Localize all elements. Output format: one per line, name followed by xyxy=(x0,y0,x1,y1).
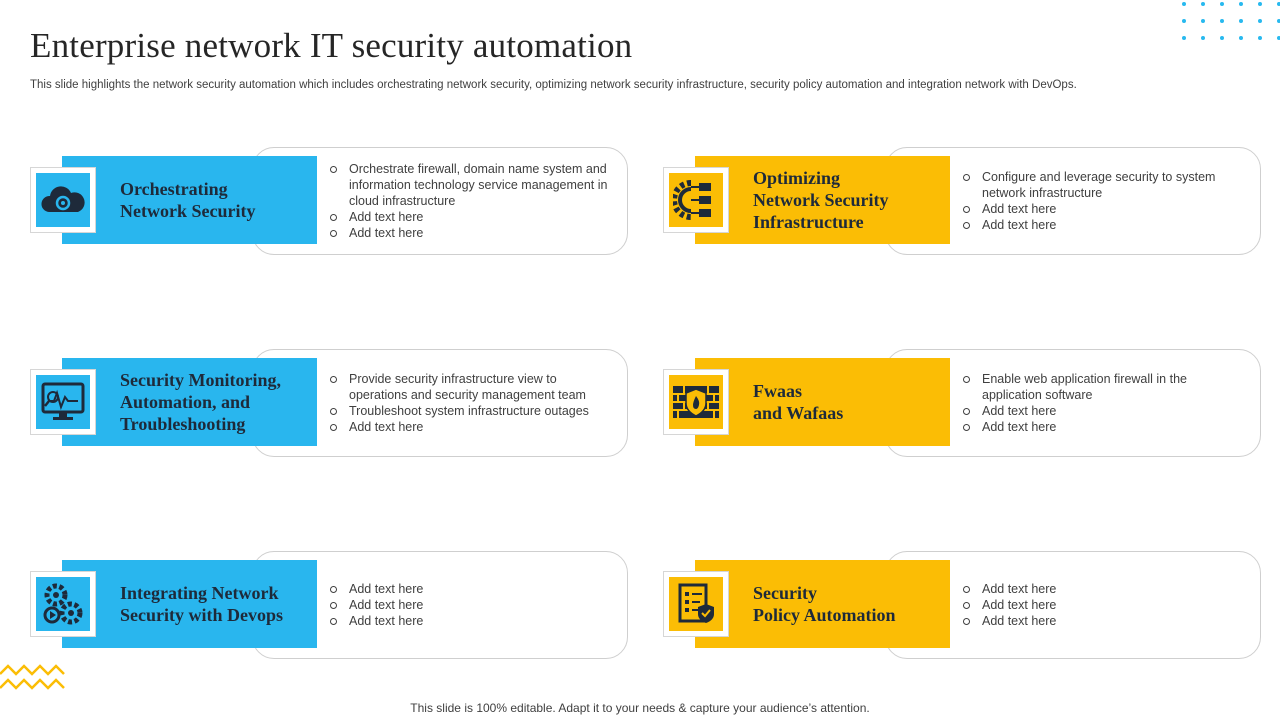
card-heading: Integrating Network Security with Devops xyxy=(120,583,283,625)
slide-subtitle: This slide highlights the network securi… xyxy=(30,79,1077,91)
bullet-item: Provide security infrastructure view to … xyxy=(330,371,610,403)
card-band xyxy=(62,156,317,244)
card-bullets: Add text here Add text here Add text her… xyxy=(963,563,1243,647)
decorative-dot xyxy=(1239,2,1243,6)
decorative-dot xyxy=(1182,36,1186,40)
decorative-dot xyxy=(1201,2,1205,6)
icon-frame xyxy=(663,571,729,637)
bullet-item: Add text here xyxy=(330,597,610,613)
card-heading: Optimizing Network Security Infrastructu… xyxy=(753,168,889,232)
card-heading: Fwaas and Wafaas xyxy=(753,381,844,423)
card-orchestrating: Orchestrating Network Security Orchestra… xyxy=(30,147,630,255)
bullet-item: Add text here xyxy=(330,225,610,241)
card-security-monitoring: Security Monitoring, Automation, and Tro… xyxy=(30,349,630,457)
bullet-item: Add text here xyxy=(963,581,1243,597)
decorative-dot xyxy=(1201,19,1205,23)
bullet-item: Add text here xyxy=(963,597,1243,613)
checklist-shield-icon xyxy=(678,583,714,623)
monitor-search-icon xyxy=(41,382,85,420)
card-fwaas: Fwaas and Wafaas xyxy=(663,349,1263,457)
bullet-item: Enable web application firewall in the a… xyxy=(963,371,1243,403)
card-band xyxy=(695,560,950,648)
decorative-dot xyxy=(1182,2,1186,6)
decorative-dot xyxy=(1220,19,1224,23)
decorative-dot xyxy=(1258,36,1262,40)
card-heading: Security Policy Automation xyxy=(753,583,896,625)
card-integrating-devops: Integrating Network Security with Devops… xyxy=(30,551,630,659)
decorative-dot xyxy=(1239,36,1243,40)
card-security-policy: Security Policy Automation Add text here… xyxy=(663,551,1263,659)
bullet-item: Add text here xyxy=(963,419,1243,435)
card-bullets: Configure and leverage security to syste… xyxy=(963,159,1243,243)
card-bullets: Provide security infrastructure view to … xyxy=(330,361,610,445)
bullet-item: Orchestrate firewall, domain name system… xyxy=(330,161,610,209)
decorative-dot xyxy=(1277,19,1280,23)
card-bullets: Add text here Add text here Add text her… xyxy=(330,563,610,647)
bullet-item: Add text here xyxy=(330,209,610,225)
firewall-shield-icon xyxy=(673,386,719,418)
icon-frame xyxy=(30,369,96,435)
gears-play-icon xyxy=(43,583,83,625)
icon-frame xyxy=(663,369,729,435)
decorative-dot xyxy=(1239,19,1243,23)
cloud-gear-icon xyxy=(41,186,85,212)
bullet-item: Add text here xyxy=(330,419,610,435)
icon-frame xyxy=(30,571,96,637)
decorative-dot xyxy=(1182,19,1186,23)
bullet-item: Add text here xyxy=(963,201,1243,217)
bullet-item: Add text here xyxy=(330,613,610,629)
card-optimizing: Optimizing Network Security Infrastructu… xyxy=(663,147,1263,255)
decorative-dot xyxy=(1277,36,1280,40)
bullet-item: Add text here xyxy=(963,613,1243,629)
slide-footer: This slide is 100% editable. Adapt it to… xyxy=(410,701,870,715)
card-heading: Security Monitoring, Automation, and Tro… xyxy=(120,370,281,434)
icon-frame xyxy=(30,167,96,233)
card-bullets: Orchestrate firewall, domain name system… xyxy=(330,159,610,243)
bullet-item: Configure and leverage security to syste… xyxy=(963,169,1243,201)
decorative-dot xyxy=(1258,19,1262,23)
card-band xyxy=(695,358,950,446)
decorative-zigzag xyxy=(0,664,65,690)
decorative-dot xyxy=(1220,2,1224,6)
card-bullets: Enable web application firewall in the a… xyxy=(963,361,1243,445)
card-heading: Orchestrating Network Security xyxy=(120,179,256,221)
card-band xyxy=(695,156,950,244)
gear-server-icon xyxy=(673,180,711,220)
decorative-dot xyxy=(1220,36,1224,40)
bullet-item: Add text here xyxy=(963,217,1243,233)
bullet-item: Add text here xyxy=(963,403,1243,419)
decorative-dot xyxy=(1277,2,1280,6)
decorative-dot xyxy=(1258,2,1262,6)
bullet-item: Troubleshoot system infrastructure outag… xyxy=(330,403,610,419)
card-band xyxy=(62,560,317,648)
bullet-item: Add text here xyxy=(330,581,610,597)
decorative-dot xyxy=(1201,36,1205,40)
decorative-dots xyxy=(1178,0,1280,44)
slide-title: Enterprise network IT security automatio… xyxy=(30,26,633,65)
card-band xyxy=(62,358,317,446)
icon-frame xyxy=(663,167,729,233)
